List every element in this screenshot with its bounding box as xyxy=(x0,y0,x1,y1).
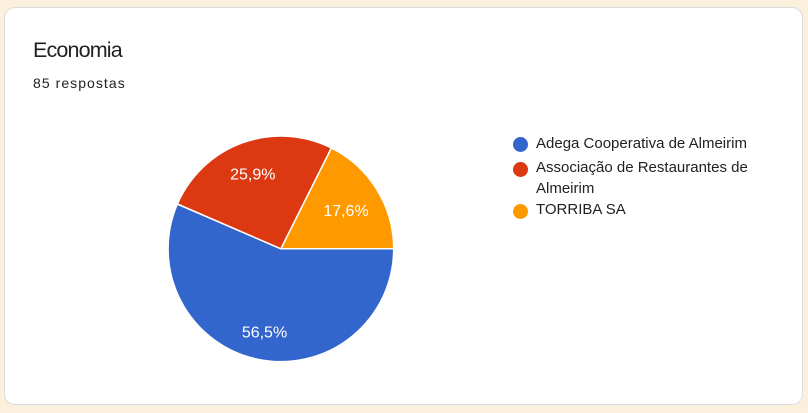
svg-text:56,5%: 56,5% xyxy=(242,324,287,341)
svg-text:17,6%: 17,6% xyxy=(323,203,368,220)
svg-text:25,9%: 25,9% xyxy=(230,166,275,183)
